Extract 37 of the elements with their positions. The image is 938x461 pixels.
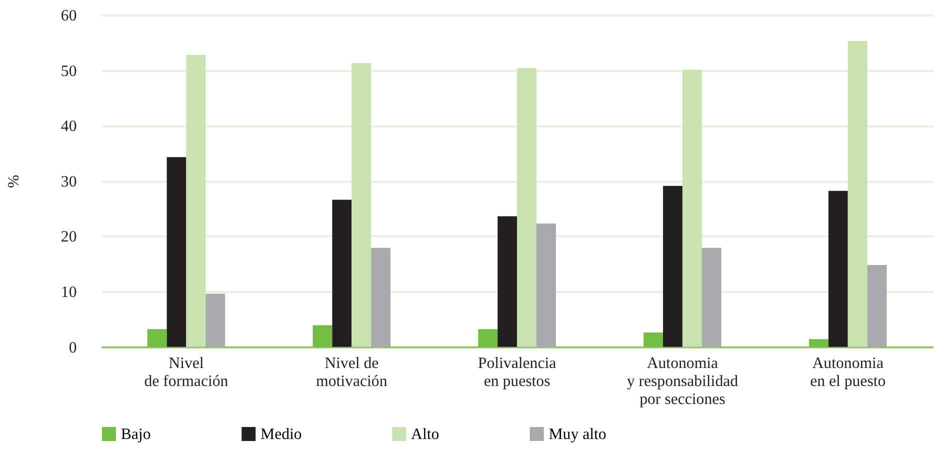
- x-tick-label: Autonomia y responsabilidad por secciones: [626, 355, 738, 408]
- bar: [848, 41, 868, 347]
- bar: [517, 68, 536, 347]
- bar: [682, 70, 702, 347]
- bar: [352, 63, 372, 347]
- y-tick-label: 60: [60, 7, 77, 24]
- bar: [147, 329, 167, 347]
- y-axis-title: %: [5, 174, 22, 188]
- bar: [808, 339, 828, 347]
- y-tick-label: 50: [60, 62, 77, 80]
- bar: [332, 200, 352, 347]
- bar: [478, 329, 498, 347]
- x-tick-label: Nivel de motivación: [316, 355, 388, 390]
- bar: [663, 186, 682, 347]
- legend-label: Medio: [260, 426, 302, 443]
- bar: [644, 332, 664, 347]
- y-tick-label: 20: [60, 228, 77, 246]
- bar: [536, 224, 556, 347]
- legend-label: Alto: [411, 426, 440, 443]
- y-tick-label: 0: [68, 339, 77, 356]
- bar: [206, 294, 226, 347]
- bar: [312, 325, 332, 347]
- bar: [186, 54, 206, 347]
- bar: [371, 248, 390, 347]
- x-tick-label: Autonomia en el puesto: [810, 355, 886, 390]
- bar: [498, 216, 518, 347]
- y-tick-label: 40: [60, 118, 77, 136]
- x-tick-label: Polivalencia en puestos: [478, 355, 556, 390]
- bar: [166, 157, 186, 347]
- legend-label: Bajo: [120, 426, 151, 443]
- bar: [828, 190, 848, 347]
- bar: [867, 264, 887, 347]
- legend-label: Muy alto: [548, 426, 606, 443]
- y-tick-label: 30: [60, 173, 77, 190]
- x-tick-label: Nivel de formación: [144, 355, 228, 390]
- bar: [702, 248, 722, 347]
- y-tick-label: 10: [60, 284, 77, 301]
